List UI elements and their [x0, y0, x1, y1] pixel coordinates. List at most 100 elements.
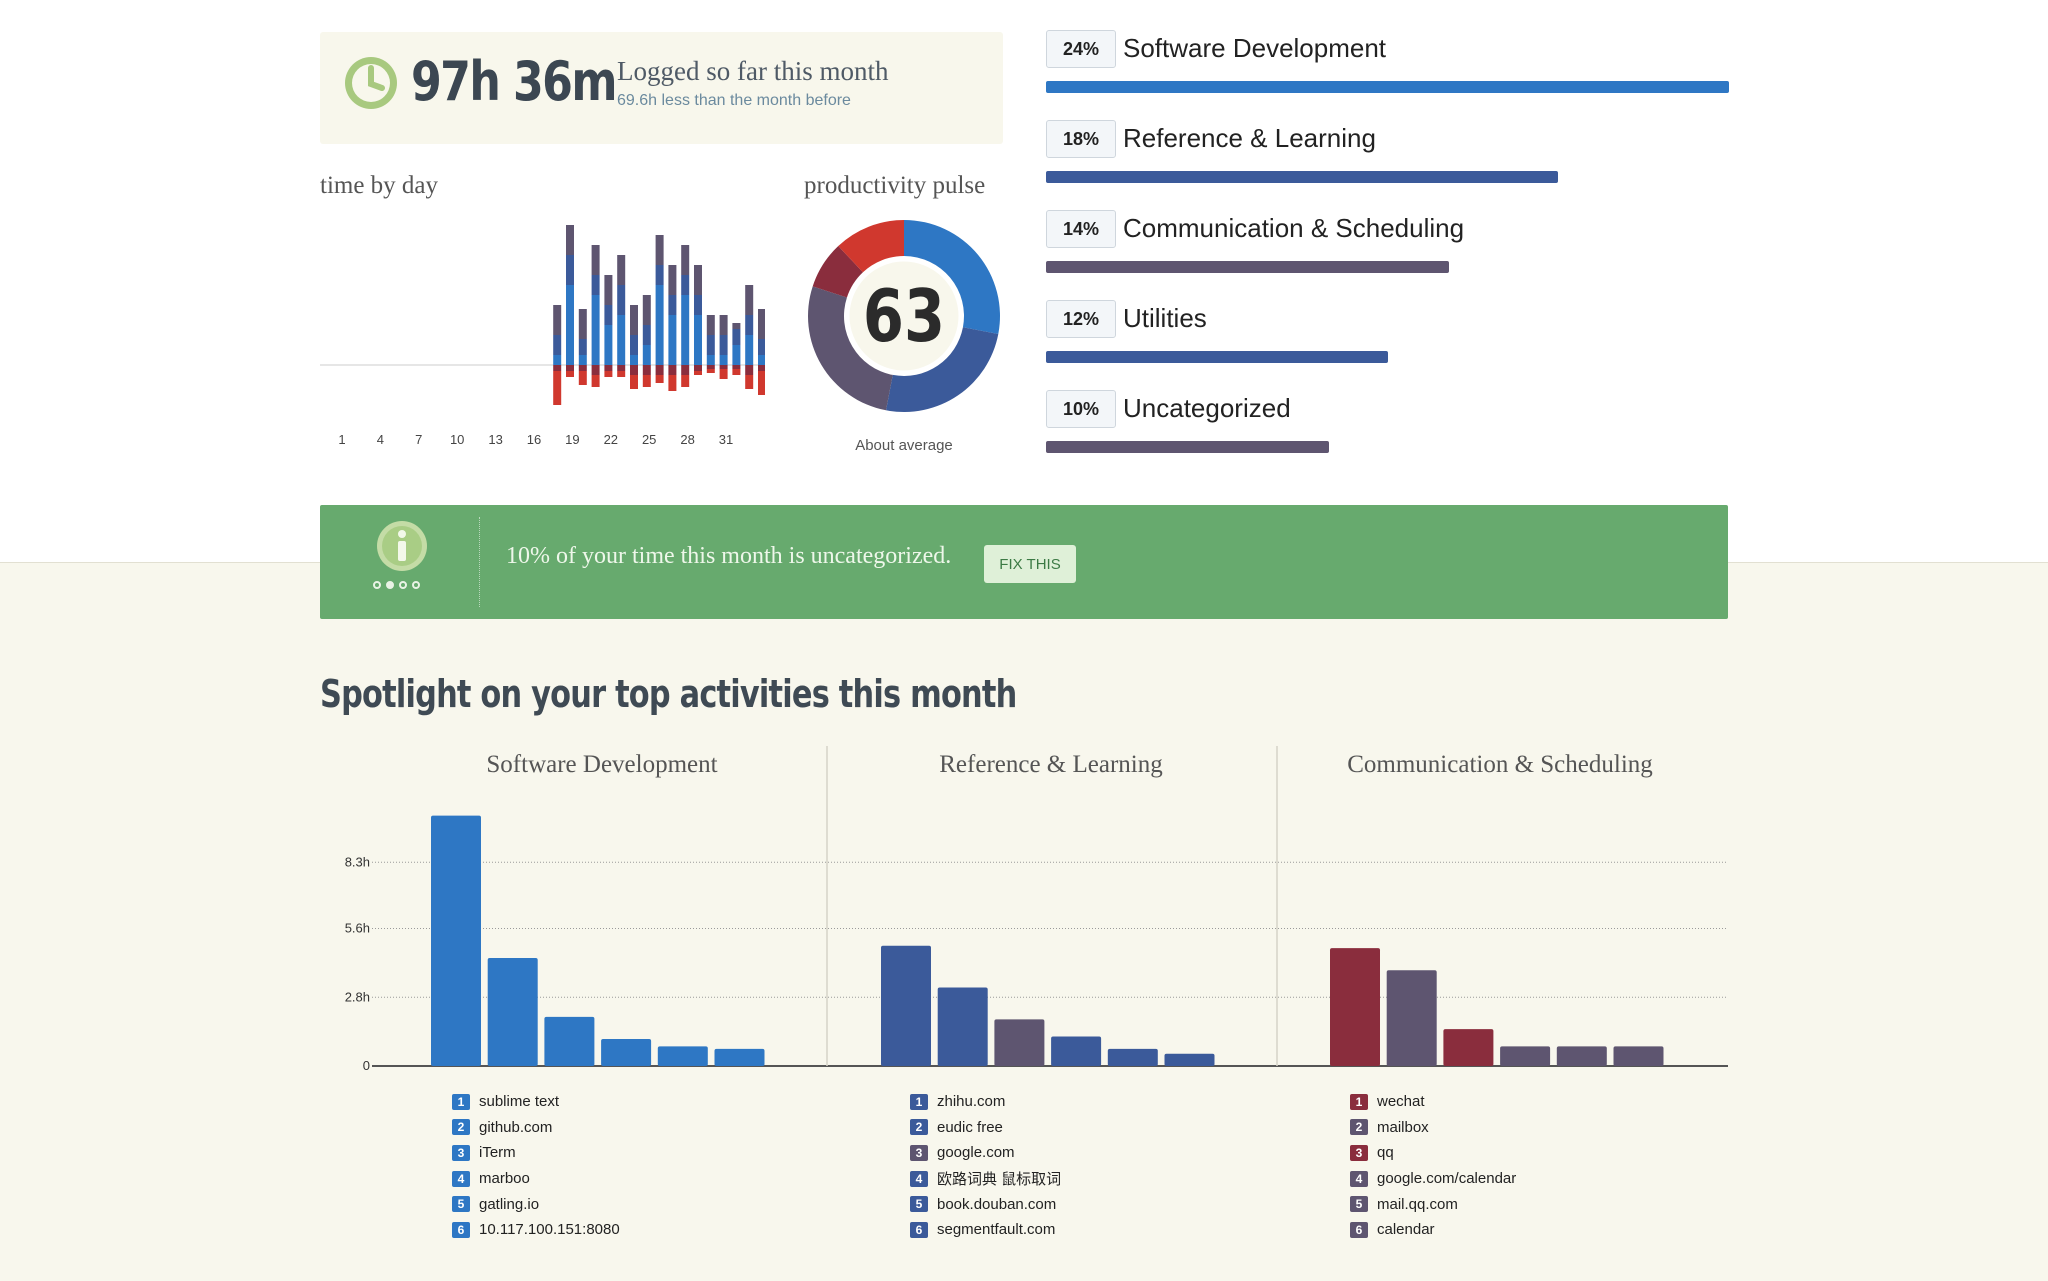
day-bar-19-very-distracting [668, 375, 677, 391]
category-row[interactable]: 12% Utilities [1046, 300, 1729, 380]
rank-badge: 4 [910, 1170, 928, 1187]
spotlight-legend-item[interactable]: 3 iTerm [452, 1140, 620, 1166]
rank-badge: 5 [452, 1196, 470, 1213]
rank-badge: 3 [1350, 1144, 1368, 1161]
rank-badge: 3 [452, 1144, 470, 1161]
category-bar [1046, 441, 1330, 453]
day-bar-21-very-distracting [694, 371, 702, 375]
rank-badge: 2 [452, 1119, 470, 1136]
spotlight-legend-item[interactable]: 6 10.117.100.151:8080 [452, 1217, 620, 1243]
productivity-pulse-gauge[interactable]: 63 [806, 218, 1002, 414]
day-bar-20-neutral [681, 245, 690, 275]
day-bar-17-distracting [642, 365, 651, 375]
day-bar-17-very-productive [642, 345, 651, 365]
spotlight-legend-item[interactable]: 1 sublime text [452, 1089, 620, 1115]
day-tick-label: 31 [718, 432, 734, 447]
spotlight-charts: 8.3h 5.6h 2.8h 0 Software Development Referen… [345, 746, 1728, 1073]
spotlight-legend-reference-learning: 1 zhihu.com 2 eudic free 3 google.com 4 欧路词典 鼠标… [910, 1089, 1061, 1243]
pager-dot[interactable] [412, 581, 420, 589]
category-name[interactable]: Communication & Scheduling [1123, 213, 1465, 243]
spotlight-bar-1 [431, 815, 481, 1066]
pulse-caption: About average [855, 437, 953, 454]
spotlight-bar-6 [1164, 1053, 1215, 1066]
spotlight-legend-item[interactable]: 5 book.douban.com [910, 1191, 1061, 1217]
summary-label: Logged so far this month [617, 56, 889, 86]
spotlight-legend-item[interactable]: 2 eudic free [910, 1115, 1061, 1141]
category-name[interactable]: Uncategorized [1123, 393, 1291, 423]
spotlight-legend-item[interactable]: 1 zhihu.com [910, 1089, 1061, 1115]
day-bar-22-distracting [706, 365, 715, 369]
spotlight-legend-item[interactable]: 6 calendar [1350, 1217, 1516, 1243]
category-row[interactable]: 24% Software Development [1046, 30, 1729, 110]
day-bar-10-neutral [553, 305, 562, 335]
rank-badge: 1 [910, 1093, 928, 1110]
time-by-day-title: time by day [320, 172, 439, 199]
activity-name: iTerm [479, 1144, 516, 1162]
spotlight-legend-item[interactable]: 3 qq [1350, 1140, 1516, 1166]
day-bar-18-very-productive [655, 285, 664, 365]
spotlight-legend-item[interactable]: 3 google.com [910, 1140, 1061, 1166]
category-name[interactable]: Reference & Learning [1123, 123, 1376, 153]
spotlight-bar-2 [1386, 970, 1437, 1066]
activity-name: google.com [937, 1144, 1015, 1162]
y-tick-label: 2.8h [345, 989, 370, 1004]
day-bar-13-very-productive [591, 295, 600, 365]
day-bar-23-very-productive [719, 355, 728, 365]
day-bar-15-very-productive [617, 315, 626, 365]
time-by-day-chart [320, 225, 765, 405]
pager-dot[interactable] [399, 581, 407, 589]
spotlight-bar-1 [881, 945, 931, 1066]
day-bar-23-very-distracting [719, 369, 728, 379]
category-row[interactable]: 18% Reference & Learning [1046, 120, 1729, 200]
category-row[interactable]: 14% Communication & Scheduling [1046, 210, 1729, 290]
spotlight-legend-item[interactable]: 4 google.com/calendar [1350, 1166, 1516, 1192]
day-bar-21-very-productive [694, 315, 702, 365]
day-bar-12-distracting [578, 365, 587, 371]
fix-this-button[interactable]: FIX THIS [984, 545, 1076, 583]
spotlight-legend-item[interactable]: 5 mail.qq.com [1350, 1191, 1516, 1217]
day-bar-26-neutral [758, 309, 765, 339]
day-bar-26-very-productive [758, 355, 765, 365]
spotlight-legend-item[interactable]: 2 github.com [452, 1115, 620, 1141]
category-name[interactable]: Utilities [1123, 303, 1207, 333]
spotlight-title: Spotlight on your top activities this mo… [320, 672, 1017, 716]
spotlight-legend-item[interactable]: 5 gatling.io [452, 1191, 620, 1217]
day-bar-10-distracting [553, 365, 562, 371]
spotlight-bar-3 [994, 1019, 1045, 1066]
day-bar-25-neutral [745, 285, 754, 315]
activity-name: segmentfault.com [937, 1221, 1056, 1239]
pager-dot[interactable] [373, 581, 381, 589]
day-bar-14-very-distracting [604, 371, 613, 377]
day-bar-19-neutral [668, 265, 677, 295]
spotlight-legend-item[interactable]: 1 wechat [1350, 1089, 1516, 1115]
pager-dot-active[interactable] [386, 581, 394, 589]
spotlight-legend-item[interactable]: 4 marboo [452, 1166, 620, 1192]
category-row[interactable]: 10% Uncategorized [1046, 390, 1729, 470]
spotlight-bar-5 [1556, 1046, 1607, 1066]
day-tick-label: 25 [641, 432, 657, 447]
spotlight-bar-1 [1330, 948, 1380, 1066]
total-time: 97h 36m [411, 50, 617, 113]
spotlight-legend-item[interactable]: 2 mailbox [1350, 1115, 1516, 1141]
day-bar-17-neutral [642, 295, 651, 325]
day-tick-label: 22 [603, 432, 619, 447]
category-name[interactable]: Software Development [1123, 33, 1387, 63]
activity-name: github.com [479, 1118, 553, 1136]
day-bar-13-very-distracting [591, 375, 600, 387]
banner-pager [373, 581, 420, 589]
day-bar-20-productive [681, 275, 690, 295]
day-bar-23-distracting [719, 365, 728, 369]
day-bar-12-neutral [578, 309, 587, 339]
spotlight-legend-item[interactable]: 6 segmentfault.com [910, 1217, 1061, 1243]
day-bar-24-very-productive [732, 345, 741, 365]
day-bar-16-distracting [630, 365, 638, 375]
day-bar-15-productive [617, 285, 626, 315]
spotlight-legend-item[interactable]: 4 欧路词典 鼠标取词 [910, 1166, 1061, 1192]
activity-name: 10.117.100.151:8080 [479, 1221, 620, 1239]
spotlight-bar-6 [1613, 1046, 1664, 1066]
day-bar-22-very-distracting [706, 369, 715, 373]
monthly-summary: 97h 36m Logged so far this month 69.6h l… [320, 32, 1003, 144]
spotlight-bar-4 [601, 1039, 652, 1066]
day-bar-23-neutral [719, 315, 728, 335]
spotlight-bar-2 [937, 987, 988, 1066]
